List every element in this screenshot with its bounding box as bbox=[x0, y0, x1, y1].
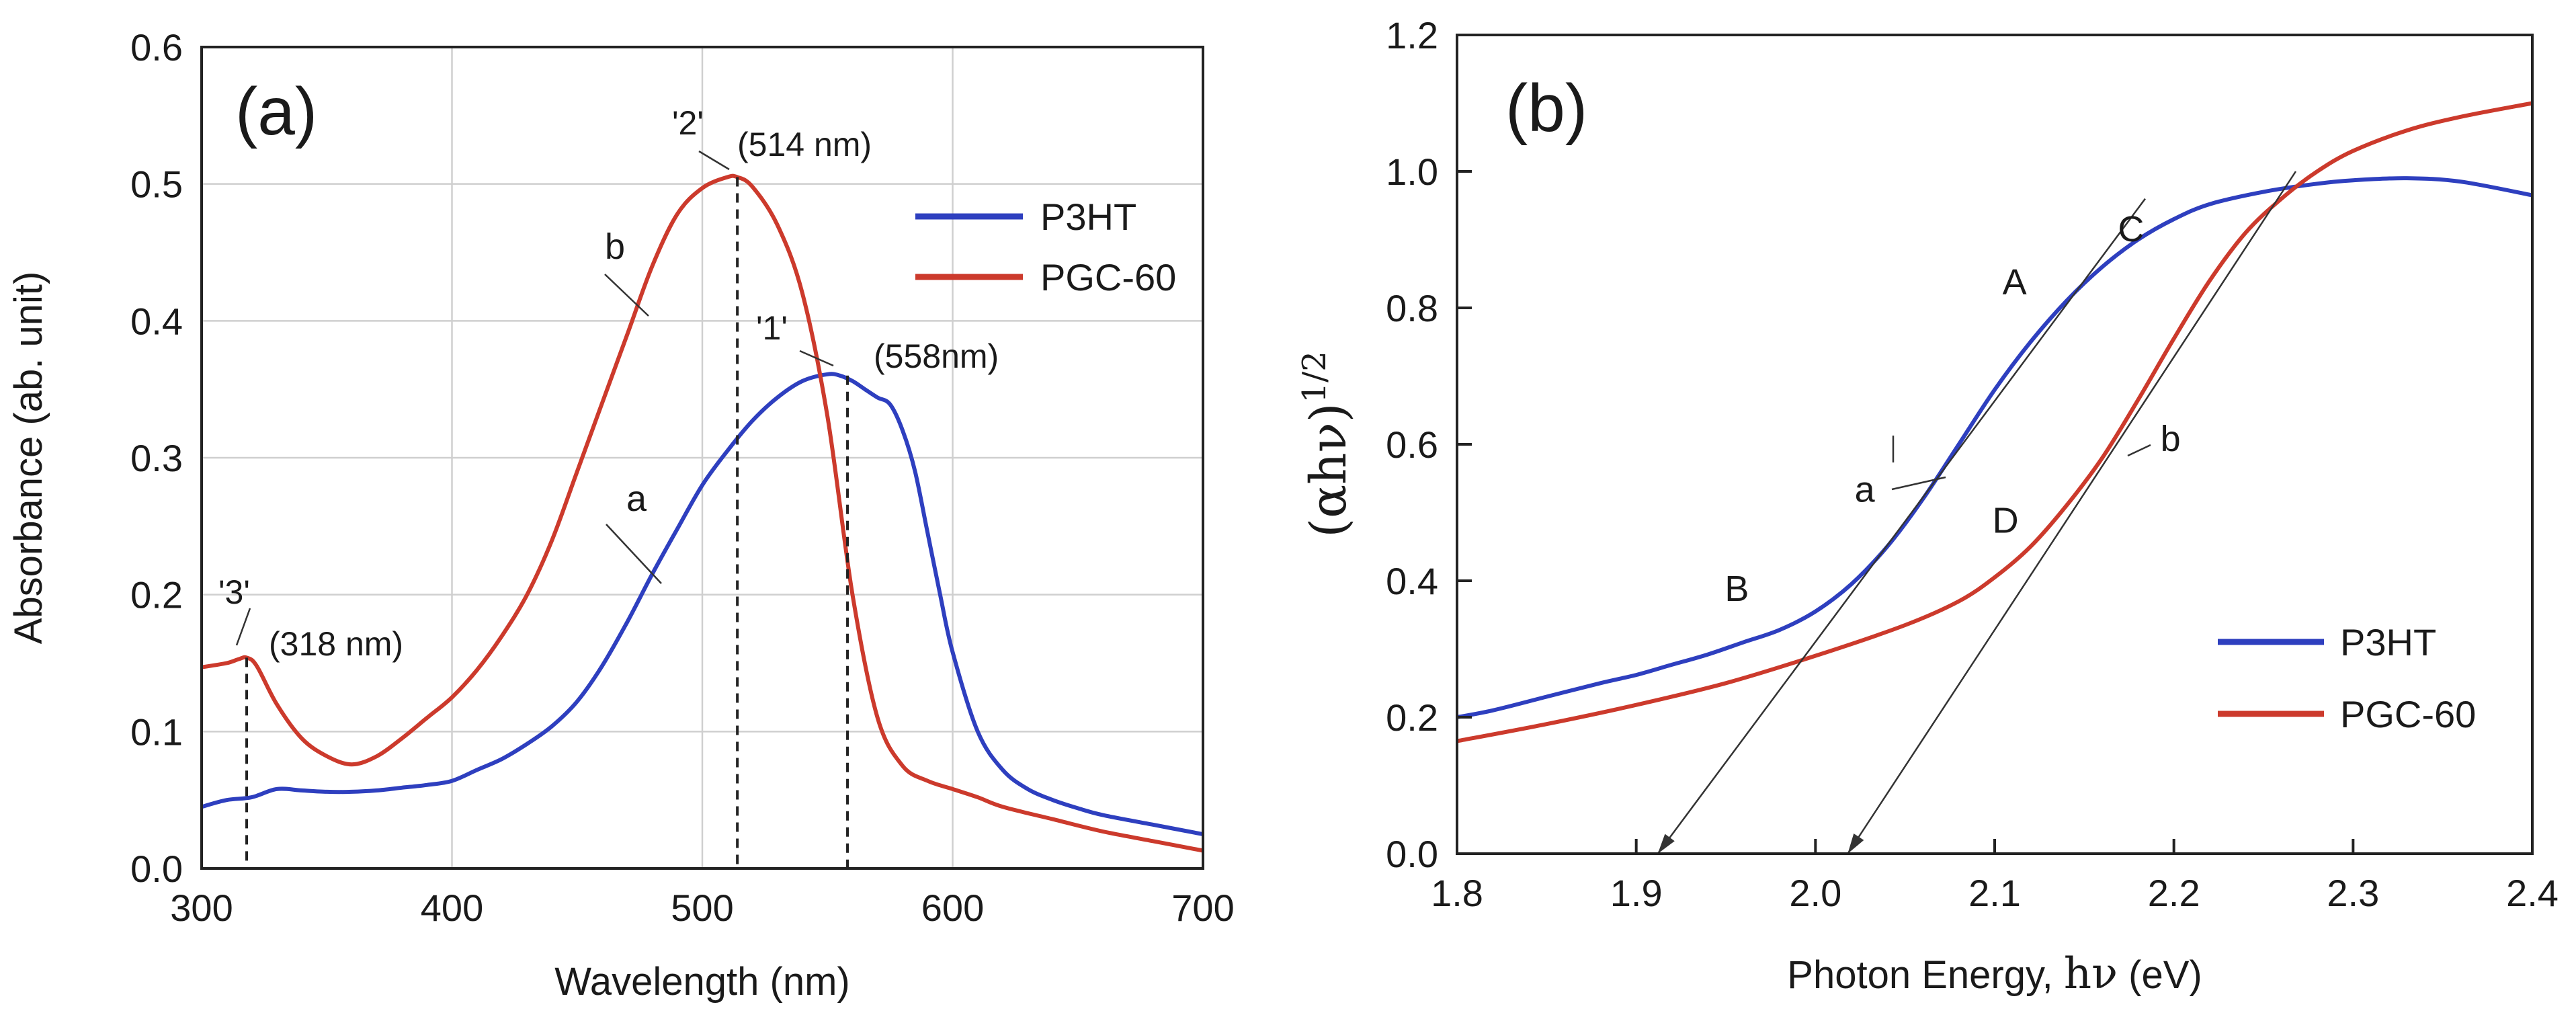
tangent-line-A-B bbox=[1657, 198, 2147, 854]
x-tick-label: 700 bbox=[1171, 887, 1234, 929]
panel-a-plot-frame bbox=[200, 46, 1204, 870]
point-label-a: a bbox=[1855, 470, 1876, 510]
annotation-label-1: (558nm) bbox=[874, 337, 999, 375]
panel-a-legend: P3HT PGC-60 bbox=[915, 196, 1176, 298]
x-tick-label: 1.8 bbox=[1431, 872, 1483, 914]
panel-b-x-axis-title: Photon Energy, hν (eV) bbox=[1787, 949, 2202, 999]
panel-a-series bbox=[201, 173, 1204, 853]
tangent-line-C-D bbox=[1847, 171, 2297, 854]
x-tick-label: 500 bbox=[671, 887, 733, 929]
panel-a-gridlines bbox=[202, 47, 1203, 868]
panel-a-y-axis-title: Absorbance (ab. unit) bbox=[7, 272, 50, 645]
point-label-b: b bbox=[2161, 419, 2181, 459]
annotation-marker-3: '3' bbox=[218, 573, 250, 611]
x-tick-label: 400 bbox=[421, 887, 483, 929]
panel-a-annotations: '2' (514 nm) '1' (558nm) '3' (318 nm) b … bbox=[218, 104, 999, 663]
tangent-arrowhead-C-D bbox=[1847, 834, 1864, 854]
panel-a-label: (a) bbox=[235, 74, 317, 149]
annotation-label-3: (318 nm) bbox=[269, 625, 403, 663]
point-label-A: A bbox=[2003, 262, 2027, 302]
y-tick-label: 0.2 bbox=[1386, 696, 1438, 739]
panel-b-legend: P3HT PGC-60 bbox=[2218, 621, 2476, 735]
point-label-C: C bbox=[2118, 209, 2144, 249]
series-line-p3ht bbox=[1456, 176, 2533, 719]
series-line-pgc60 bbox=[1456, 101, 2533, 743]
panel-b-series bbox=[1456, 101, 2533, 743]
panel-b-label: (b) bbox=[1505, 71, 1587, 146]
y-tick-label: 0.8 bbox=[1386, 287, 1438, 329]
legend-label-pgc60: PGC-60 bbox=[1040, 256, 1176, 298]
curve-leader-b bbox=[604, 274, 649, 317]
x-tick-label: 2.1 bbox=[1968, 872, 2021, 914]
panel-b-leader-b bbox=[2127, 444, 2151, 457]
panel-b-leader-a bbox=[1891, 476, 1946, 491]
series-line-pgc60 bbox=[201, 173, 1204, 853]
annotation-leader-2 bbox=[698, 150, 730, 171]
legend-label-p3ht-b: P3HT bbox=[2340, 621, 2436, 663]
y-tick-label: 0.6 bbox=[1386, 423, 1438, 466]
panel-b-tangent-lines bbox=[1657, 171, 2297, 854]
legend-label-p3ht: P3HT bbox=[1040, 196, 1136, 238]
annotation-marker-2: '2' bbox=[672, 104, 704, 142]
y-tick-label: 0.3 bbox=[130, 437, 183, 479]
series-line-p3ht bbox=[201, 372, 1204, 837]
annotation-leader-1 bbox=[799, 350, 834, 367]
x-tick-label: 1.9 bbox=[1610, 872, 1663, 914]
y-tick-label: 1.0 bbox=[1386, 151, 1438, 193]
y-tick-label: 0.0 bbox=[130, 848, 183, 890]
point-label-B: B bbox=[1725, 569, 1749, 609]
legend-label-pgc60-b: PGC-60 bbox=[2340, 693, 2476, 735]
x-tick-label: 600 bbox=[921, 887, 984, 929]
panel-a-droplines bbox=[245, 177, 849, 868]
curve-label-b: b bbox=[605, 227, 625, 267]
x-tick-label: 300 bbox=[170, 887, 233, 929]
panel-a-ticks: 300 400 500 600 700 0.0 0.1 0.2 0.3 0.4 0.5 0.6 bbox=[130, 26, 1235, 929]
y-tick-label: 0.6 bbox=[130, 26, 183, 69]
curve-leader-a bbox=[606, 524, 662, 584]
annotation-marker-1: '1' bbox=[756, 309, 788, 347]
point-label-D: D bbox=[1993, 501, 2019, 541]
y-tick-label: 0.5 bbox=[130, 163, 183, 206]
panel-b-ticks: 1.8 1.9 2.0 2.1 2.2 2.3 2.4 0.0 0.2 0.4 0.6 0.8 1.0 1… bbox=[1386, 14, 2559, 914]
x-tick-label: 2.0 bbox=[1789, 872, 1841, 914]
panel-b-point-labels: A B C Da b bbox=[1725, 209, 2180, 609]
x-tick-label: 2.4 bbox=[2506, 872, 2559, 914]
panel-a-absorbance-chart: 300 400 500 600 700 0.0 0.1 0.2 0.3 0.4 0.5 0.6 (a)… bbox=[7, 26, 1235, 1004]
y-tick-label: 1.2 bbox=[1386, 14, 1438, 56]
y-tick-label: 0.2 bbox=[130, 574, 183, 616]
y-tick-label: 0.4 bbox=[1386, 560, 1438, 602]
panel-b-y-axis-title: (αhν)1/2 bbox=[1296, 351, 1358, 538]
annotation-label-2: (514 nm) bbox=[737, 126, 872, 163]
x-tick-label: 2.2 bbox=[2148, 872, 2200, 914]
y-tick-label: 0.4 bbox=[130, 300, 183, 342]
curve-label-a: a bbox=[626, 479, 647, 519]
y-tick-label: 0.1 bbox=[130, 710, 183, 753]
x-tick-label: 2.3 bbox=[2327, 872, 2379, 914]
y-tick-label: 0.0 bbox=[1386, 833, 1438, 875]
annotation-leader-3 bbox=[235, 608, 251, 646]
tangent-arrowhead-A-B bbox=[1657, 834, 1675, 854]
panel-b-tauc-plot: 1.8 1.9 2.0 2.1 2.2 2.3 2.4 0.0 0.2 0.4 0.6 0.8 1.0 1… bbox=[1296, 14, 2559, 999]
panel-a-x-axis-title: Wavelength (nm) bbox=[554, 960, 849, 1004]
